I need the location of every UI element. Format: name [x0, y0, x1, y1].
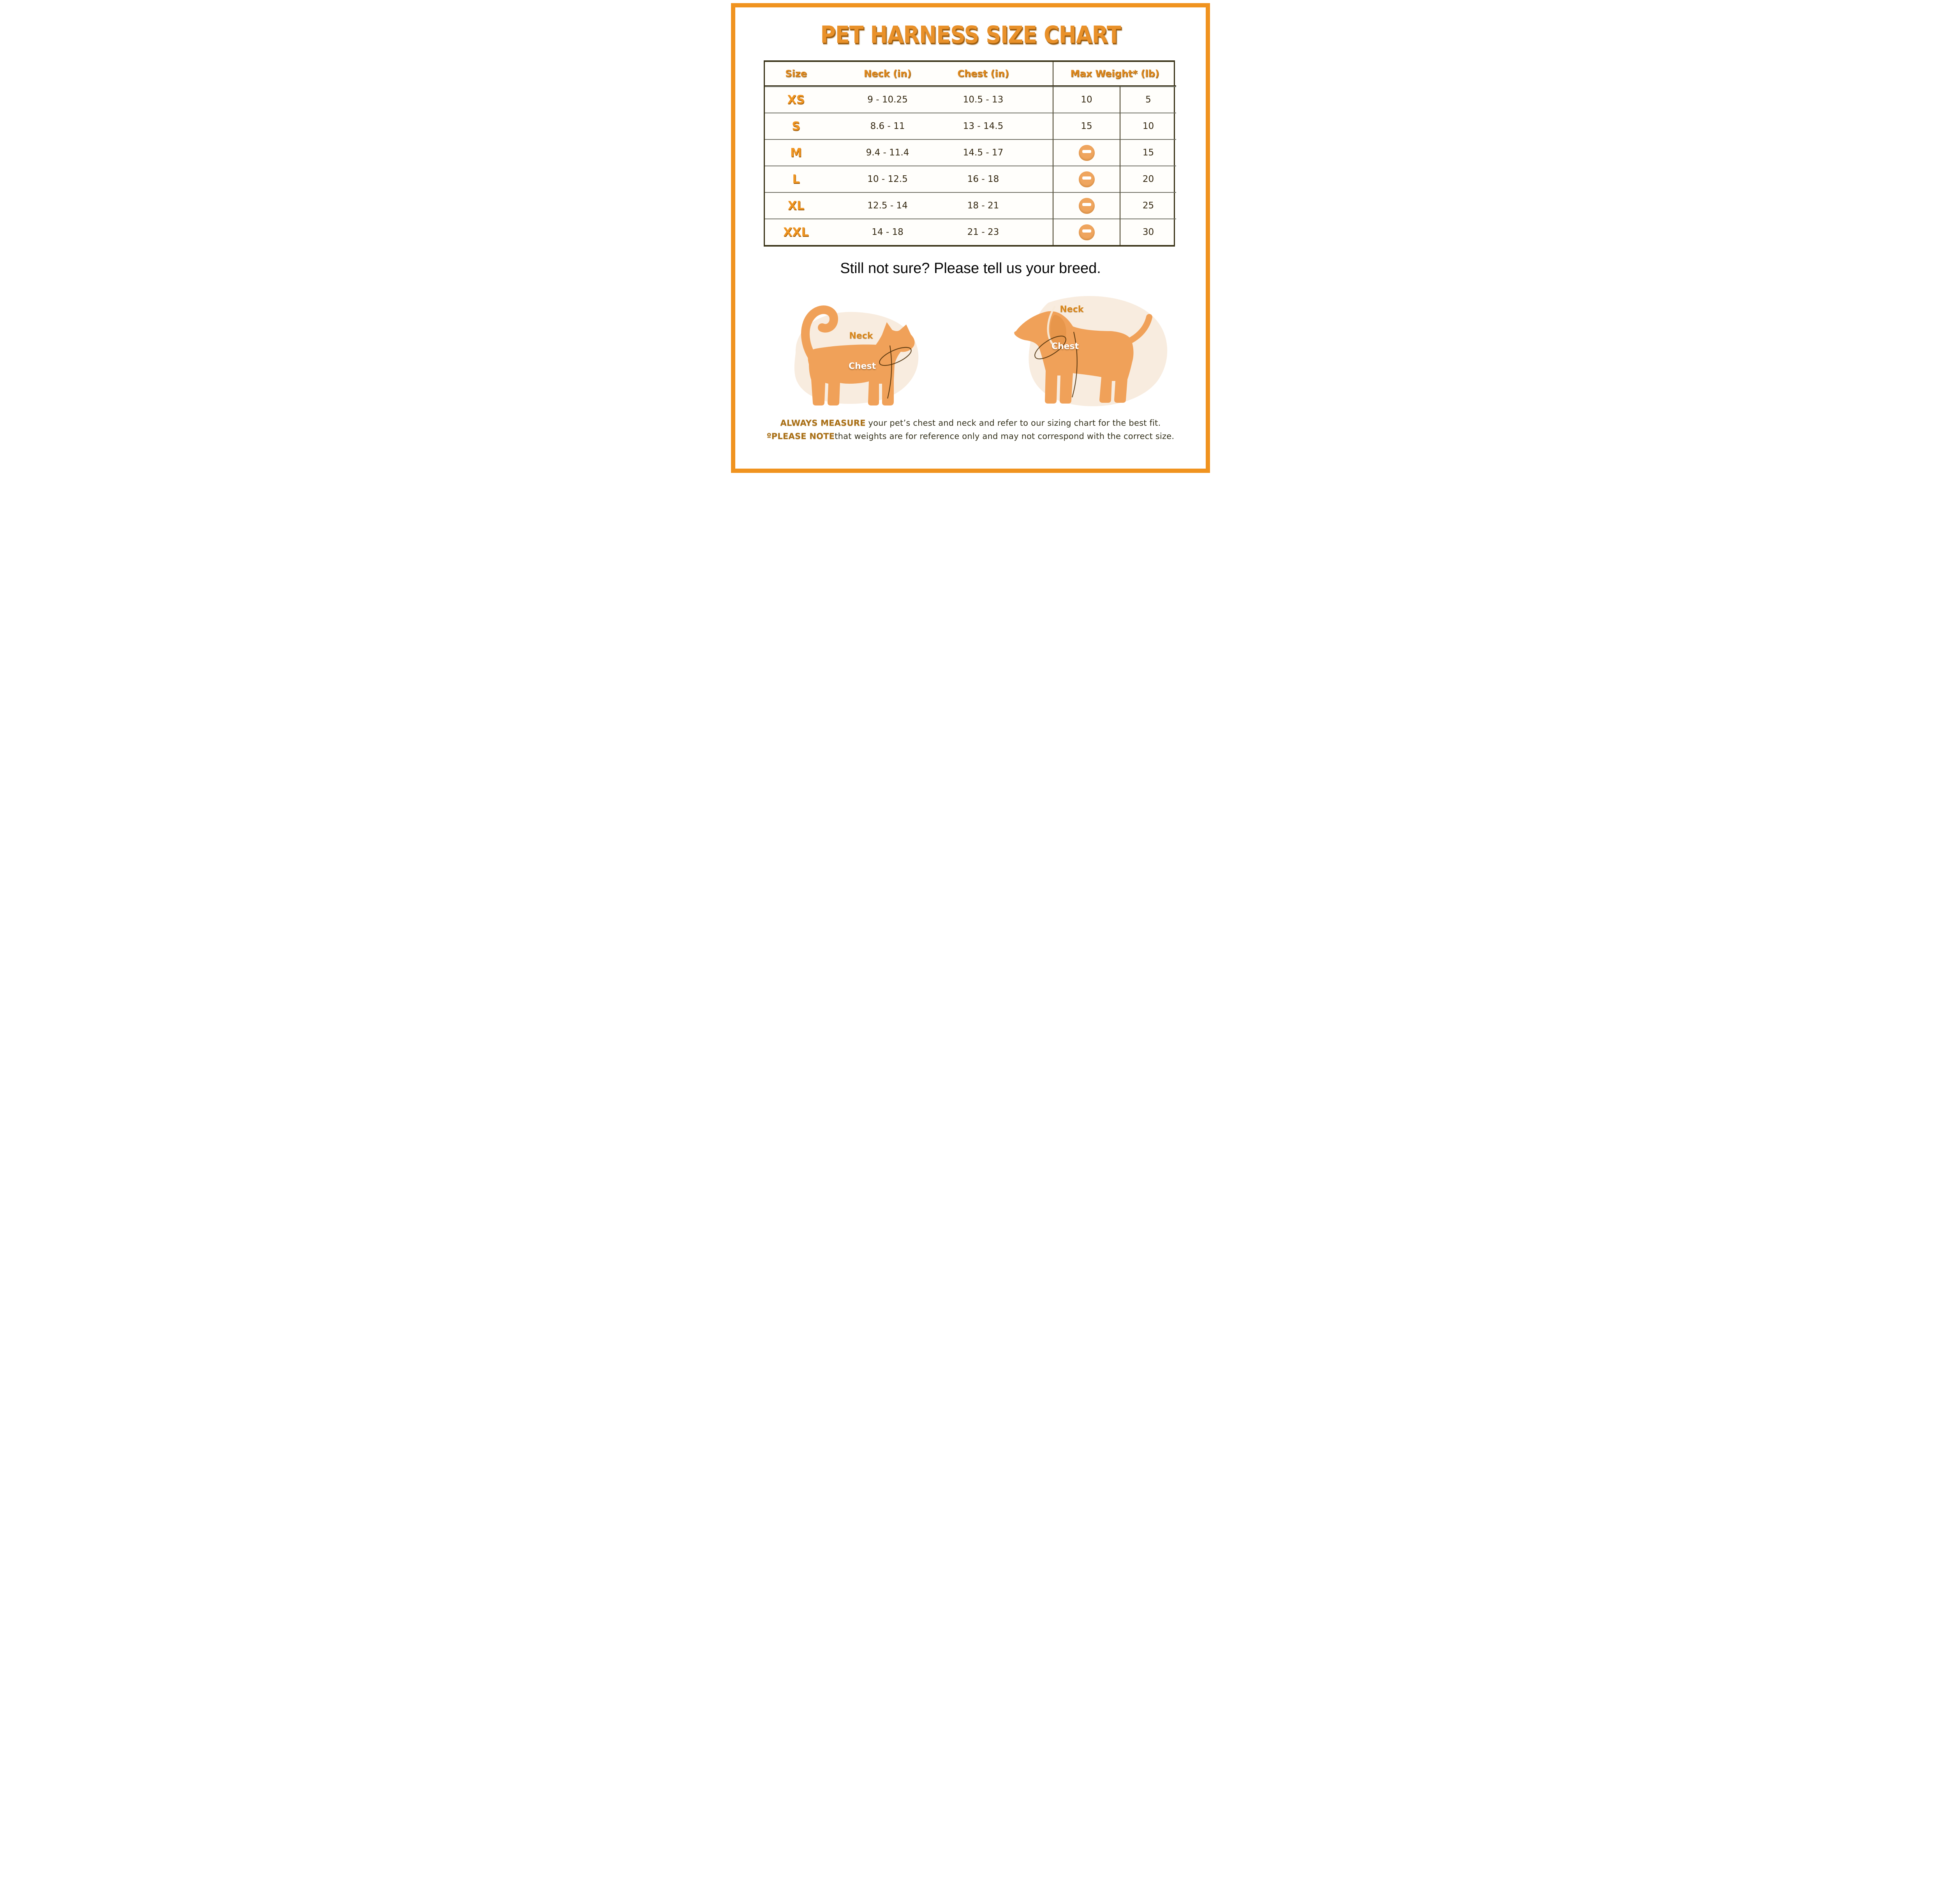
table-max-weight-dog-cell: 5	[1120, 86, 1176, 113]
table-neck-value: 9.4 - 11.4	[827, 139, 948, 166]
table-size-label: XXL	[765, 219, 827, 245]
cat-chest-label: Chest	[848, 361, 876, 371]
table-neck-value: 9 - 10.25	[827, 86, 948, 113]
col-header-max-weight: Max Weight* (lb)	[1053, 62, 1176, 86]
table-max-weight-dog-cell: 10	[1120, 113, 1176, 139]
minus-bar	[1082, 203, 1091, 206]
table-size-label: S	[765, 113, 827, 139]
dog-body	[1014, 311, 1134, 404]
page-title: PET HARNESS SIZE CHART	[820, 21, 1121, 49]
table-chest-value: 10.5 - 13	[948, 86, 1053, 113]
table-max-weight-dog-cell: 30	[1120, 219, 1176, 245]
cat-chest-measure-line	[887, 345, 892, 399]
cat-silhouette-icon	[794, 305, 919, 405]
dog-chest-label: Chest	[1051, 342, 1079, 351]
table-size-label: XL	[765, 192, 827, 219]
minus-bar	[1082, 229, 1091, 233]
dog-silhouette-icon	[1014, 296, 1168, 406]
table-neck-value: 8.6 - 11	[827, 113, 948, 139]
table-max-weight-dog-cell: 25	[1120, 192, 1176, 219]
cat-neck-label: Neck	[849, 331, 873, 341]
dog-tail	[1126, 314, 1152, 344]
table-chest-value: 18 - 21	[948, 192, 1053, 219]
table-max-weight-cat-cell: 15	[1053, 113, 1120, 139]
minus-bar	[1082, 150, 1091, 153]
dog-harness-strap-line	[1047, 305, 1056, 347]
table-chest-value: 14.5 - 17	[948, 139, 1053, 166]
table-max-weight-dog-cell: 20	[1120, 166, 1176, 192]
col-header-neck: Neck (in)	[827, 62, 948, 86]
table-max-weight-cat-cell	[1053, 139, 1120, 166]
cat-body	[808, 322, 915, 405]
cat-tail	[801, 305, 838, 363]
page-border-frame	[731, 3, 1210, 473]
table-max-weight-dog-cell: 15	[1120, 139, 1176, 166]
footer-weight-note-bold: ºPLEASE NOTE	[766, 432, 835, 441]
cat-measurement-figure: Neck Chest	[775, 286, 930, 414]
table-neck-value: 14 - 18	[827, 219, 948, 245]
dog-neck-label: Neck	[1060, 305, 1084, 314]
minus-badge-icon	[1078, 171, 1095, 187]
table-max-weight-cat-cell	[1053, 192, 1120, 219]
table-max-weight-cat-cell	[1053, 166, 1120, 192]
dog-ear	[1050, 315, 1066, 347]
dog-chest-measure-line	[1071, 331, 1078, 398]
col-header-chest: Chest (in)	[948, 62, 1053, 86]
table-chest-value: 13 - 14.5	[948, 113, 1053, 139]
table-size-label: M	[765, 139, 827, 166]
minus-badge-icon	[1078, 197, 1095, 214]
dog-neck-measure-line	[1034, 335, 1066, 360]
table-neck-value: 12.5 - 14	[827, 192, 948, 219]
table-max-weight-cat-cell: 10	[1053, 86, 1120, 113]
footer-measure-note: ALWAYS MEASURE your pet’s chest and neck…	[728, 418, 1213, 428]
footer-measure-note-rest: your pet’s chest and neck and refer to o…	[865, 418, 1161, 428]
table-chest-value: 21 - 23	[948, 219, 1053, 245]
breed-prompt-text: Still not sure? Please tell us your bree…	[840, 260, 1101, 277]
table-max-weight-cat-cell	[1053, 219, 1120, 245]
footer-weight-note-rest: that weights are for reference only and …	[835, 432, 1175, 441]
size-table: Size Neck (in) Chest (in) Max Weight* (l…	[764, 60, 1176, 247]
table-neck-value: 10 - 12.5	[827, 166, 948, 192]
page: PET HARNESS SIZE CHART Size Neck (in) Ch…	[728, 0, 1213, 476]
minus-bar	[1082, 176, 1091, 180]
minus-badge-icon	[1078, 145, 1095, 161]
table-size-label: XS	[765, 86, 827, 113]
table-chest-value: 16 - 18	[948, 166, 1053, 192]
footer-weight-note: ºPLEASE NOTEthat weights are for referen…	[728, 432, 1213, 441]
footer-measure-note-bold: ALWAYS MEASURE	[780, 418, 866, 428]
minus-badge-icon	[1078, 224, 1095, 240]
table-size-label: L	[765, 166, 827, 192]
cat-neck-measure-line	[879, 347, 912, 366]
dog-measurement-figure: Neck Chest	[996, 281, 1172, 418]
col-header-size: Size	[765, 62, 827, 86]
